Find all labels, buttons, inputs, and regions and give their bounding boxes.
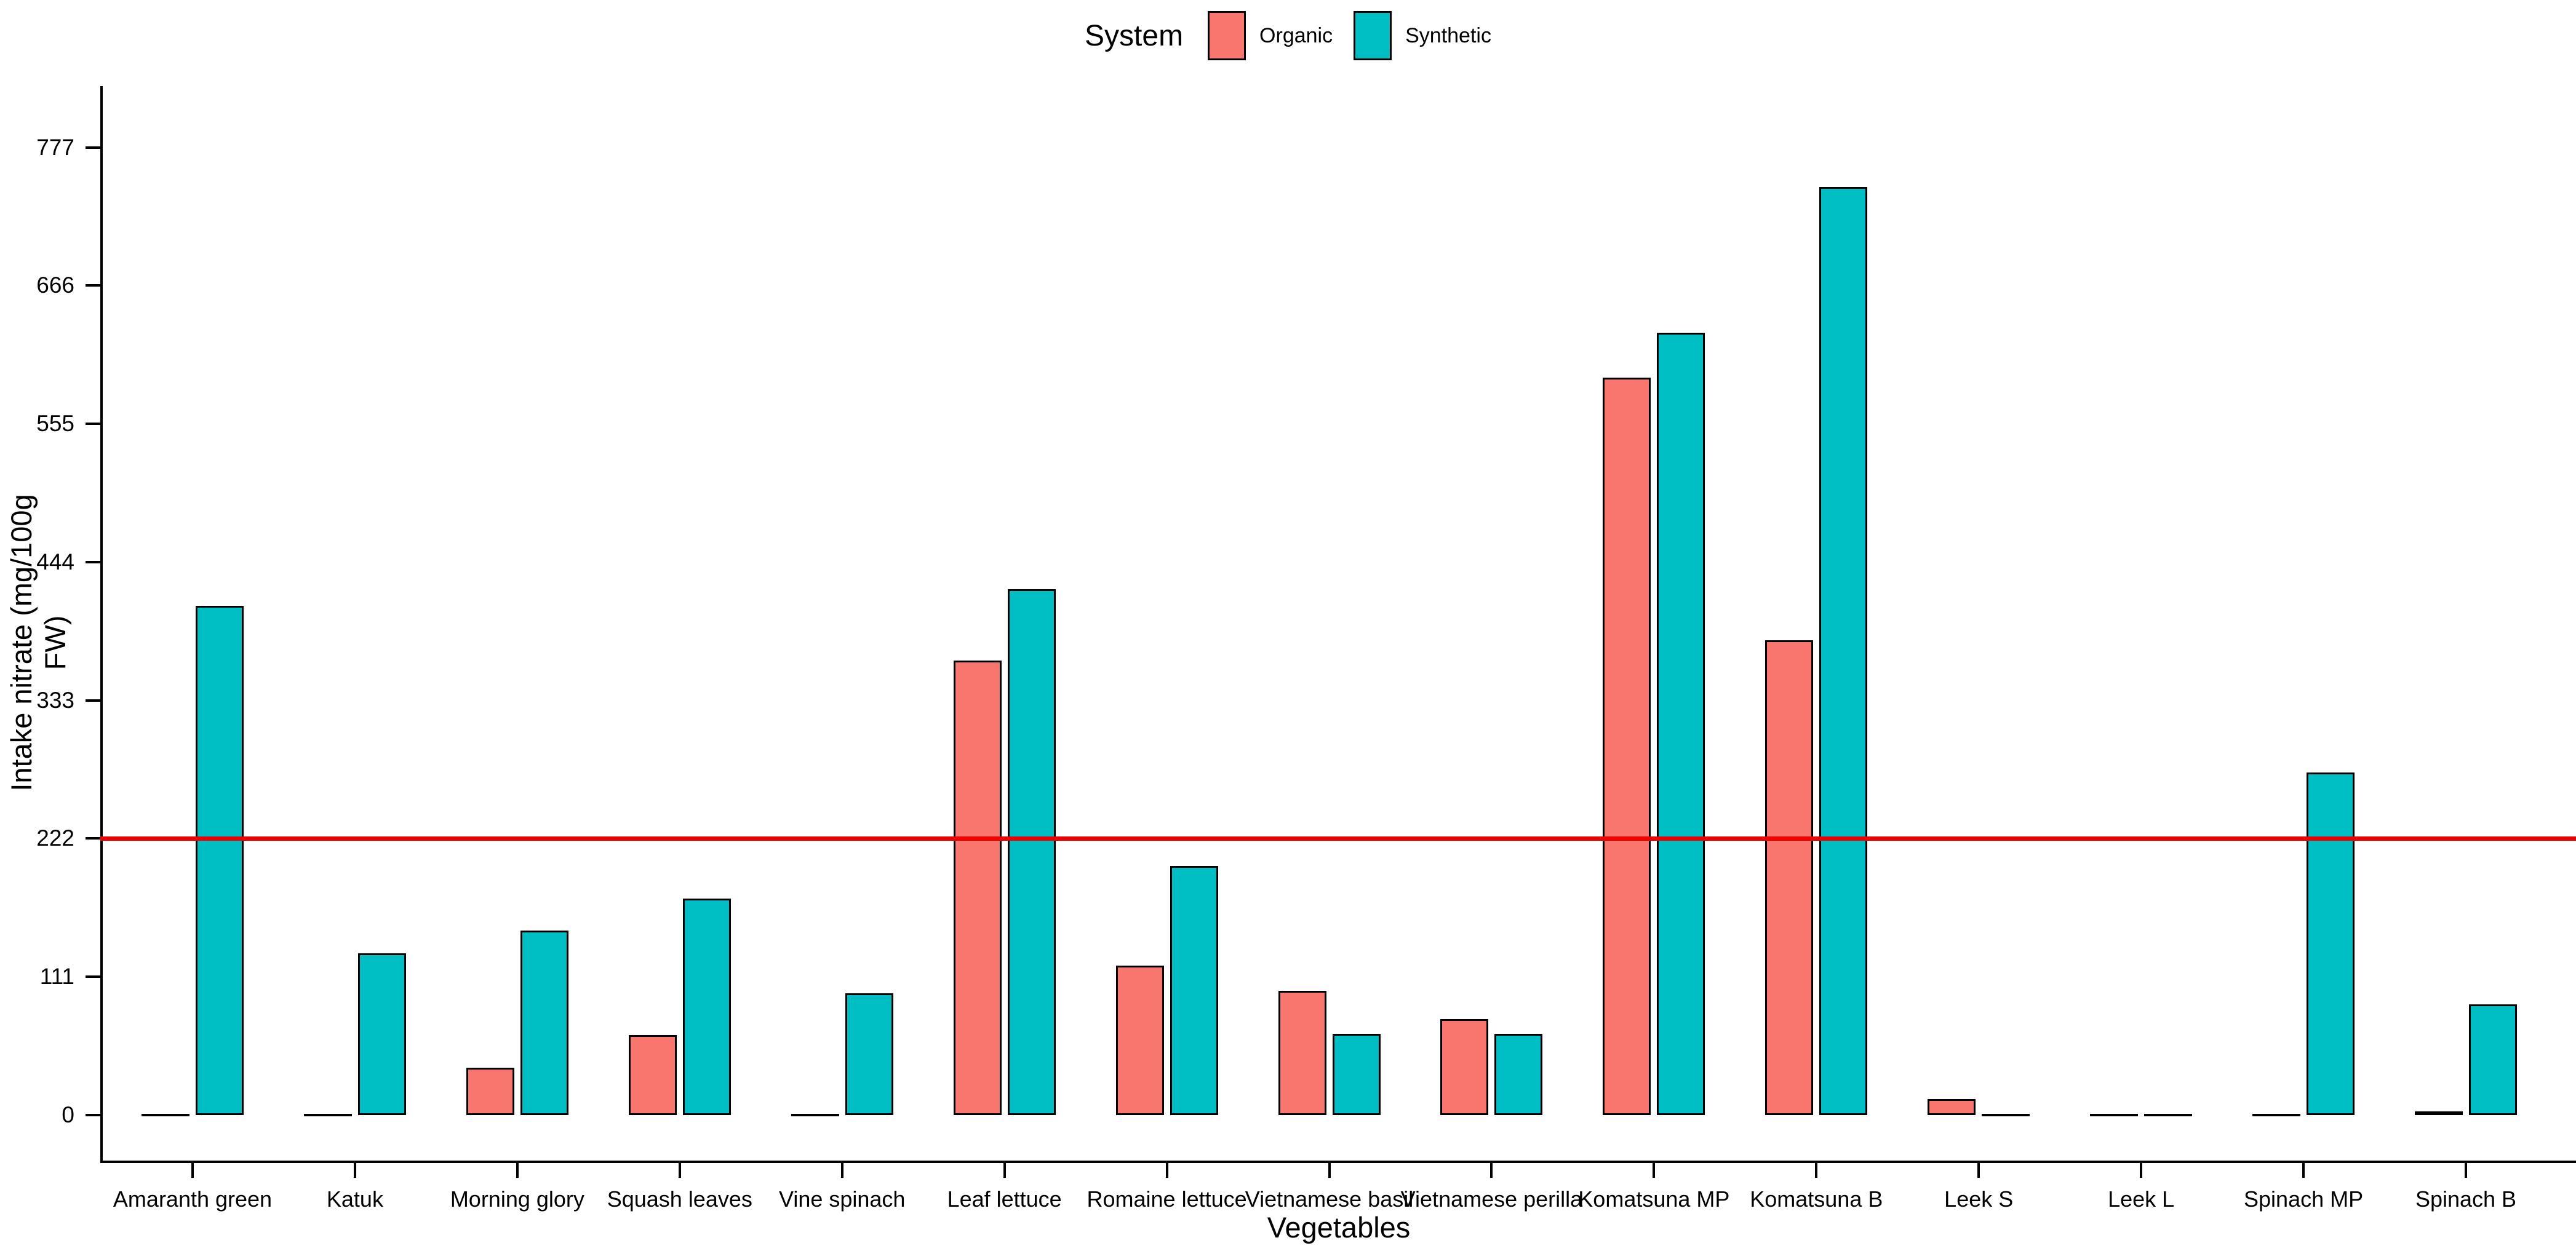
y-tick-mark	[86, 699, 100, 702]
bar-zero-organic	[2252, 1114, 2301, 1116]
y-tick-label: 444	[36, 549, 74, 574]
bar-synthetic	[520, 931, 568, 1115]
y-tick-mark	[86, 975, 100, 979]
bar-synthetic	[1657, 333, 1705, 1115]
legend-item-organic: Organic	[1208, 11, 1333, 60]
x-axis-line	[100, 1161, 2576, 1163]
x-category-label: Katuk	[326, 1186, 383, 1212]
x-category-label: Spinach B	[2415, 1186, 2517, 1212]
legend-label-organic: Organic	[1259, 23, 1333, 47]
x-tick-mark	[1490, 1163, 1493, 1178]
x-category-label: Vietnamese basil	[1245, 1186, 1414, 1212]
x-tick-mark	[2465, 1163, 2468, 1178]
bar-synthetic	[1007, 589, 1056, 1115]
legend-item-synthetic: Synthetic	[1354, 11, 1491, 60]
bar-synthetic	[1332, 1034, 1381, 1115]
bar-synthetic	[1819, 187, 1868, 1115]
y-tick-label: 777	[36, 134, 74, 160]
bar-organic	[2415, 1111, 2463, 1115]
x-tick-mark	[516, 1163, 519, 1178]
x-category-label: Morning glory	[450, 1186, 584, 1212]
bar-synthetic	[1494, 1034, 1543, 1115]
x-category-label: Spinach MP	[2244, 1186, 2364, 1212]
x-tick-mark	[1165, 1163, 1168, 1178]
x-tick-mark	[1328, 1163, 1331, 1178]
x-tick-mark	[1653, 1163, 1656, 1178]
y-tick-label: 0	[62, 1102, 74, 1127]
bar-zero-organic	[2090, 1114, 2139, 1116]
legend-title: System	[1085, 19, 1184, 52]
y-tick-label: 111	[39, 964, 74, 990]
y-axis-title: Intake nitrate (mg/100g FW)	[5, 494, 71, 792]
bar-organic	[1765, 640, 1814, 1115]
bar-synthetic	[196, 605, 244, 1115]
x-tick-mark	[2140, 1163, 2143, 1178]
bar-zero-organic	[791, 1114, 839, 1116]
x-category-label: Komatsuna MP	[1578, 1186, 1730, 1212]
synthetic-swatch-icon	[1354, 11, 1392, 60]
y-tick-label: 555	[36, 411, 74, 437]
x-tick-mark	[840, 1163, 843, 1178]
y-tick-mark	[86, 284, 100, 287]
bar-organic	[628, 1035, 677, 1115]
bar-synthetic	[2469, 1004, 2518, 1115]
y-tick-mark	[86, 146, 100, 149]
x-tick-mark	[678, 1163, 681, 1178]
x-category-label: Leaf lettuce	[947, 1186, 1062, 1212]
y-tick-mark	[86, 423, 100, 426]
bar-zero-synthetic	[2144, 1114, 2193, 1116]
x-category-label: Komatsuna B	[1750, 1186, 1883, 1212]
bar-synthetic	[357, 953, 406, 1115]
y-tick-mark	[86, 1114, 100, 1116]
y-tick-mark	[86, 560, 100, 563]
bar-zero-synthetic	[1982, 1114, 2030, 1116]
bar-organic	[1928, 1098, 1976, 1115]
bar-zero-organic	[303, 1114, 352, 1116]
y-tick-label: 333	[36, 687, 74, 713]
bar-organic	[953, 660, 1002, 1115]
x-category-label: Squash leaves	[607, 1186, 752, 1212]
bar-organic	[466, 1068, 514, 1115]
x-category-label: Vine spinach	[778, 1186, 906, 1212]
bar-synthetic	[845, 993, 893, 1115]
x-tick-mark	[353, 1163, 356, 1178]
y-axis-line	[100, 86, 103, 1163]
bar-synthetic	[1170, 866, 1218, 1115]
organic-swatch-icon	[1208, 11, 1246, 60]
x-tick-mark	[1003, 1163, 1006, 1178]
legend: System Organic Synthetic	[0, 11, 2576, 60]
bar-organic	[1278, 990, 1326, 1115]
bar-organic	[1115, 966, 1164, 1115]
x-tick-mark	[1815, 1163, 1818, 1178]
x-category-label: Leek S	[1944, 1186, 2014, 1212]
bar-organic	[1440, 1019, 1489, 1115]
x-tick-mark	[191, 1163, 194, 1178]
y-tick-label: 666	[36, 272, 74, 298]
x-category-label: Vietnamese perilla	[1400, 1186, 1583, 1212]
legend-label-synthetic: Synthetic	[1405, 23, 1491, 47]
x-category-label: Leek L	[2108, 1186, 2175, 1212]
bar-synthetic	[682, 898, 731, 1115]
x-tick-mark	[1977, 1163, 1980, 1178]
x-category-label: Amaranth green	[113, 1186, 273, 1212]
bar-organic	[1603, 378, 1651, 1115]
y-tick-mark	[86, 837, 100, 840]
x-tick-mark	[2302, 1163, 2305, 1178]
bar-synthetic	[2307, 772, 2355, 1115]
x-category-label: Romaine lettuce	[1087, 1186, 1247, 1212]
reference-line	[100, 836, 2576, 841]
x-axis-title: Vegetables	[1267, 1211, 1411, 1244]
y-tick-label: 222	[36, 825, 74, 851]
bar-zero-organic	[142, 1114, 189, 1116]
